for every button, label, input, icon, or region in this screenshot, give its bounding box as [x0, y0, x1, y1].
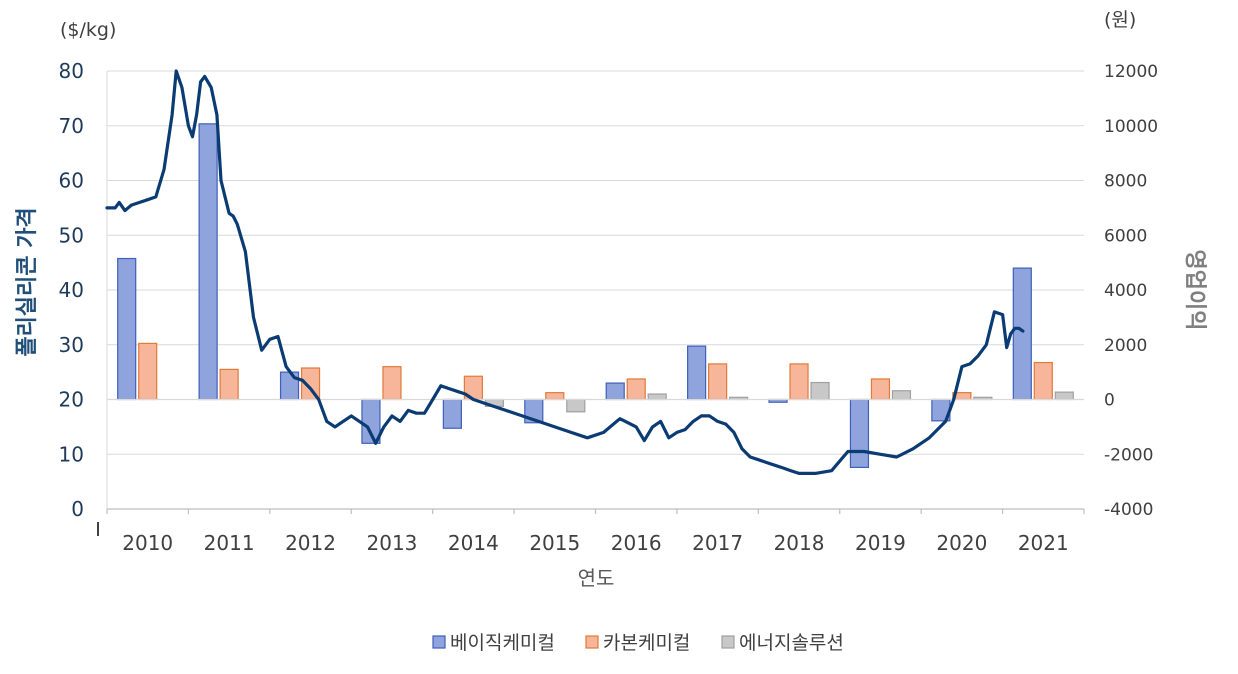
bar-카본케미컬-2021: [1033, 361, 1053, 401]
x-tick-label: 2015: [529, 531, 580, 555]
x-axis-title: 연도: [578, 566, 615, 590]
bar-카본케미컬-2013: [382, 366, 402, 401]
bar-카본케미컬-2018: [789, 363, 809, 401]
bar-카본케미컬-2019: [870, 378, 891, 401]
right-axis-title: 영업이익: [1182, 250, 1207, 331]
left-tick-label: 60: [59, 169, 84, 193]
legend-label: 카본케미컬: [603, 632, 690, 654]
bar-베이직케미컬-2014: [442, 398, 462, 429]
legend-swatch: [585, 635, 599, 649]
right-tick-label: 2000: [1104, 336, 1147, 356]
left-tick-label: 10: [59, 442, 84, 466]
left-tick-label: 40: [59, 278, 84, 302]
bar-베이직케미컬-2021: [1012, 267, 1032, 401]
x-tick-label: 2011: [204, 531, 255, 555]
right-tick-label: -2000: [1104, 445, 1153, 465]
x-tick-label: 2012: [285, 531, 336, 555]
bar-에너지솔루션-2018: [810, 381, 830, 401]
bar-베이직케미컬-2017: [687, 345, 707, 401]
price-line-group: [105, 69, 1025, 475]
legend: 베이직케미컬 카본케미컬 에너지솔루션: [432, 632, 844, 654]
bar-카본케미컬-2017: [708, 363, 728, 401]
bar-카본케미컬-2011: [219, 368, 239, 401]
legend-label: 에너지솔루션: [739, 632, 844, 654]
right-tick-label: 8000: [1104, 172, 1147, 192]
right-tick-label: 0: [1104, 391, 1115, 411]
x-tick-label: 2019: [855, 531, 906, 555]
bar-에너지솔루션-2019: [891, 390, 912, 401]
right-tick-label: 4000: [1104, 281, 1147, 301]
left-tick-label: 0: [71, 497, 84, 521]
left-tick-label: 50: [59, 223, 84, 247]
left-tick-label: 30: [59, 333, 84, 357]
left-tick-label: 70: [59, 114, 84, 138]
axes: [97, 71, 1085, 536]
bar-베이직케미컬-2012: [279, 371, 300, 401]
right-tick-label: 12000: [1104, 62, 1158, 82]
x-axis-ticks: 2010 2011 2012 2013 2014 2015 2016 2017 2018 2019…: [122, 531, 1068, 555]
bar-베이직케미컬-2019: [849, 398, 870, 468]
x-tick-label: 2020: [936, 531, 987, 555]
right-tick-label: 10000: [1104, 117, 1158, 137]
x-tick-label: 2018: [774, 531, 825, 555]
left-tick-label: 80: [59, 59, 84, 83]
x-tick-label: 2021: [1018, 531, 1069, 555]
right-axis-ticks: -4000 -2000 0 2000 4000 6000 8000 10000 12000: [1104, 62, 1158, 520]
bar-카본케미컬-2015: [545, 392, 565, 401]
right-axis-unit: (원): [1104, 9, 1136, 31]
left-axis-unit: ($/kg): [60, 19, 116, 41]
legend-swatch: [432, 635, 446, 649]
gridlines: [107, 70, 1084, 455]
bar-카본케미컬-2010: [138, 342, 158, 401]
left-axis-ticks: 0 10 20 30 40 50 60 70 80: [59, 59, 84, 521]
left-tick-label: 20: [59, 388, 84, 412]
x-tick-label: 2016: [611, 531, 662, 555]
x-tick-label: 2013: [367, 531, 418, 555]
x-tick-label: 2017: [692, 531, 743, 555]
bar-에너지솔루션-2016: [647, 393, 667, 401]
bars: [117, 123, 1074, 468]
x-tick-label: 2014: [448, 531, 499, 555]
x-tick-label: 2010: [122, 531, 173, 555]
legend-label: 베이직케미컬: [450, 632, 555, 654]
right-tick-label: -4000: [1104, 500, 1153, 520]
bar-에너지솔루션-2015: [566, 398, 586, 413]
bar-베이직케미컬-2011: [198, 123, 218, 401]
bar-베이직케미컬-2016: [605, 382, 625, 401]
legend-swatch: [721, 635, 735, 649]
right-tick-label: 6000: [1104, 226, 1147, 246]
bar-카본케미컬-2016: [626, 378, 646, 401]
bar-베이직케미컬-2010: [117, 257, 137, 401]
price-line: [105, 69, 1025, 475]
bar-에너지솔루션-2021: [1054, 391, 1074, 401]
left-axis-title: 폴리실리콘 가격: [15, 207, 40, 356]
